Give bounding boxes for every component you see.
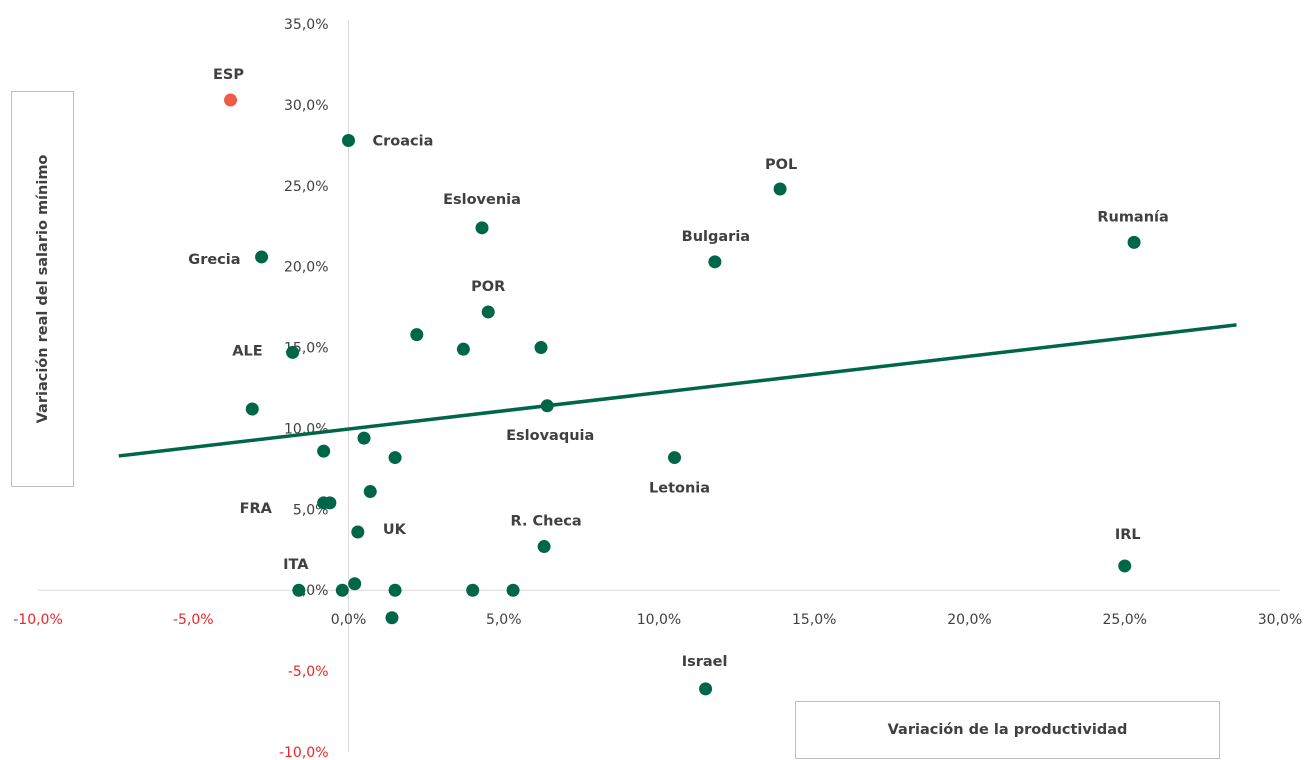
x-tick-label: 30,0%: [1258, 612, 1302, 628]
point-label: ALE: [232, 343, 262, 359]
y-axis-title: Variación real del salario mínimo: [34, 154, 51, 424]
point-ale: [286, 345, 300, 359]
point-label: Bulgaria: [682, 229, 750, 245]
point-label: Rumanía: [1097, 209, 1168, 225]
y-tick-label: 30,0%: [284, 98, 328, 114]
y-tick-label: 25,0%: [284, 179, 328, 195]
point-label: R. Checa: [511, 514, 582, 530]
data-point: [534, 341, 548, 355]
point-label: Letonia: [649, 481, 710, 497]
point-ita: [292, 583, 306, 597]
point-bulgaria: [708, 255, 722, 269]
point-label: UK: [383, 522, 407, 538]
x-tick-label: -5,0%: [173, 612, 214, 628]
data-point: [410, 328, 424, 342]
point-irl: [1118, 559, 1132, 573]
point-pol: [773, 182, 787, 196]
point-labels: ESP Croacia Eslovenia POL Bulgaria Rumanía Gre…: [188, 67, 1168, 670]
data-point: [456, 342, 470, 356]
point-ruman-a: [1127, 235, 1141, 249]
x-tick-label: 20,0%: [947, 612, 991, 628]
point-esp: [224, 93, 238, 107]
axes: [38, 20, 1280, 752]
x-tick-label: 25,0%: [1103, 612, 1147, 628]
data-point: [363, 485, 377, 499]
point-label: ITA: [283, 557, 309, 573]
x-tick-label: -10,0%: [13, 612, 63, 628]
point-croacia: [342, 133, 355, 147]
point-label: ESP: [213, 67, 244, 83]
point-eslovenia: [475, 221, 489, 235]
trendline: [118, 323, 1237, 458]
point-label: Eslovaquia: [506, 428, 594, 444]
data-point: [466, 583, 480, 597]
x-axis-title: Variación de la productividad: [887, 722, 1128, 738]
y-tick-label: -10,0%: [279, 745, 329, 760]
tick-labels: -10,0% -5,0% 0,0% 5,0% 10,0% 15,0% 20,0% 25,0% 3…: [13, 17, 1302, 760]
x-tick-label: 5,0%: [486, 612, 522, 628]
data-point: [388, 451, 402, 465]
data-point: [245, 402, 259, 416]
point-label: POL: [765, 157, 797, 173]
y-tick-label: 35,0%: [284, 17, 328, 33]
data-point: [317, 444, 331, 458]
data-point: [357, 431, 371, 445]
point-israel: [699, 682, 713, 696]
x-axis-title-box: Variación de la productividad: [795, 701, 1220, 759]
y-axis-title-box: Variación real del salario mínimo: [11, 91, 74, 487]
data-point: [335, 583, 349, 597]
point-uk: [351, 525, 365, 539]
point-label: Eslovenia: [443, 192, 521, 208]
x-tick-label: 15,0%: [792, 612, 836, 628]
point-letonia: [668, 451, 682, 465]
point-fra: [323, 496, 337, 510]
point-label: POR: [471, 279, 505, 295]
data-point: [506, 583, 520, 597]
point-label: FRA: [240, 501, 273, 517]
data-point: [388, 583, 402, 597]
point-label: Israel: [682, 654, 728, 670]
y-tick-label: 20,0%: [284, 260, 328, 276]
y-tick-label: -5,0%: [288, 664, 329, 680]
point-label: IRL: [1115, 527, 1141, 543]
x-tick-label: 0,0%: [331, 612, 367, 628]
data-point: [348, 577, 362, 591]
data-points: [224, 93, 1141, 696]
point-eslovaquia: [540, 399, 554, 413]
point-label: Croacia: [373, 133, 434, 149]
point-grecia: [255, 250, 269, 264]
point-label: Grecia: [188, 252, 240, 268]
x-tick-label: 10,0%: [637, 612, 681, 628]
trendline-group: [118, 323, 1237, 458]
point-r-checa: [537, 540, 551, 554]
data-point: [385, 611, 399, 625]
point-por: [481, 305, 495, 319]
